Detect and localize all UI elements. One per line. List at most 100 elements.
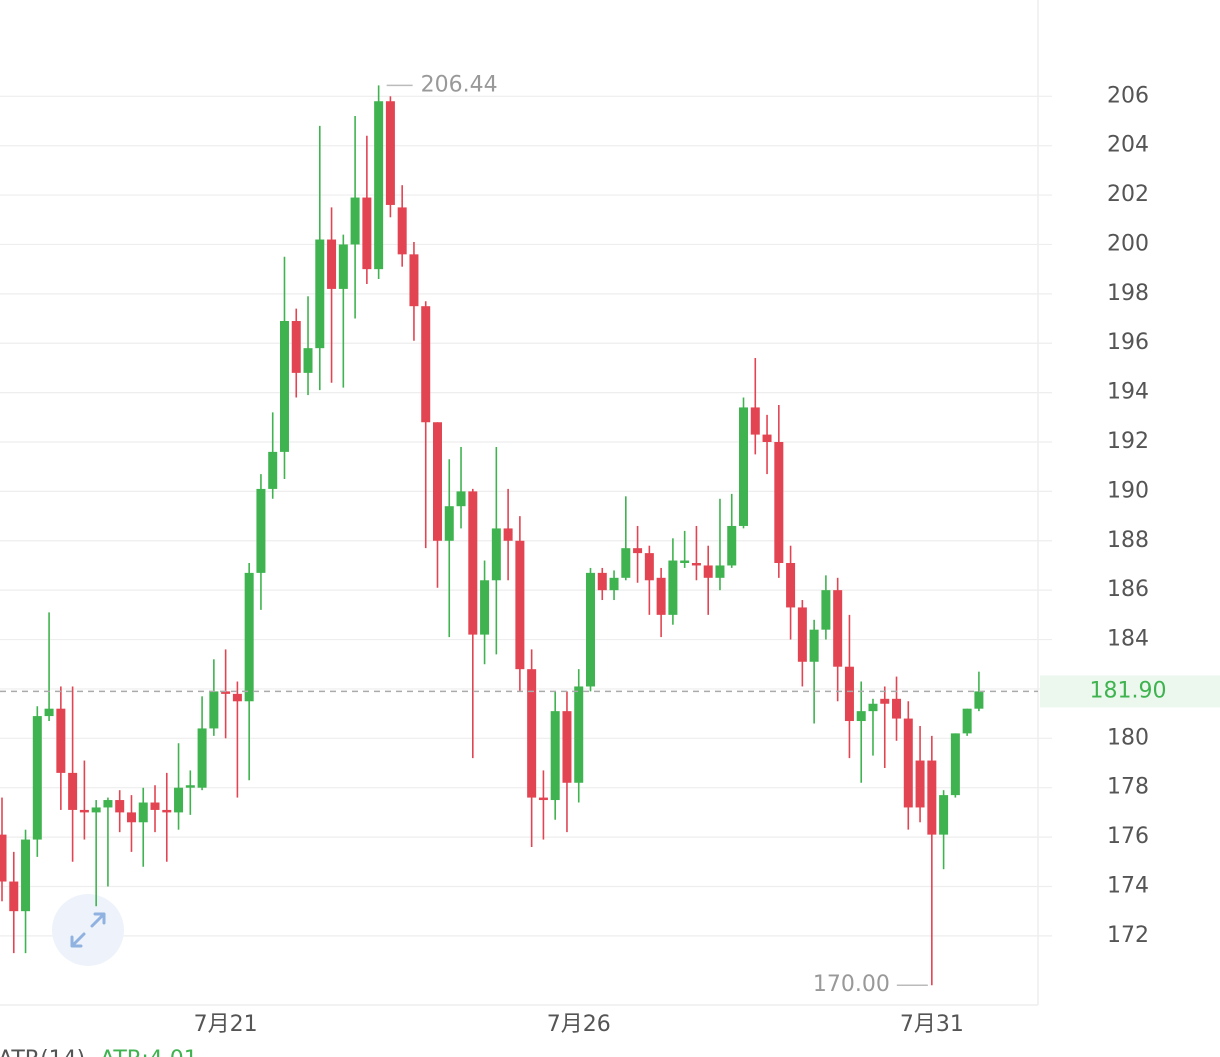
candle-body	[327, 239, 337, 289]
candle-body	[962, 708, 972, 734]
candle-body	[32, 716, 42, 840]
candle-body	[750, 407, 760, 435]
candle-body	[797, 607, 807, 662]
candle-body	[303, 348, 313, 373]
candle-body	[680, 560, 690, 563]
candle-body	[91, 807, 101, 813]
candle-body	[868, 703, 878, 712]
y-tick-label: 192	[1107, 429, 1149, 454]
candle-body	[362, 197, 372, 270]
y-tick-label: 180	[1107, 725, 1149, 750]
candle-body	[950, 733, 960, 796]
candle-body	[468, 491, 478, 635]
candle-body	[268, 451, 278, 489]
candle-body	[162, 809, 172, 813]
indicator-name: ATR(14)	[0, 1047, 85, 1057]
candle-body	[103, 800, 113, 808]
candle-body	[256, 488, 266, 573]
candle-body	[892, 698, 902, 719]
indicator-value: ATR:4.01	[100, 1047, 198, 1057]
candle-body	[727, 525, 737, 566]
candle-body	[633, 548, 643, 554]
candle-body	[668, 560, 678, 615]
candle-body	[903, 718, 913, 808]
low-label: 170.00	[813, 972, 890, 997]
candle-body	[538, 797, 548, 801]
candle-body	[374, 101, 384, 270]
candle-body	[574, 686, 584, 783]
candle-body	[480, 580, 490, 635]
candle-body	[586, 572, 595, 687]
y-tick-label: 206	[1107, 83, 1149, 108]
candle-body	[115, 800, 125, 813]
candle-body	[385, 101, 395, 205]
candle-body	[550, 711, 560, 801]
candle-body	[856, 711, 866, 722]
candle-body	[432, 422, 442, 541]
candle-body	[644, 553, 654, 581]
candle-body	[739, 407, 749, 526]
y-tick-label: 178	[1107, 775, 1149, 800]
high-label: 206.44	[421, 72, 498, 97]
candle-body	[609, 577, 619, 591]
candle-body	[397, 207, 407, 255]
candle-body	[197, 728, 207, 788]
y-tick-label: 172	[1107, 923, 1149, 948]
candle-body	[491, 528, 501, 581]
x-tick-label: 7月21	[194, 1012, 258, 1037]
candle-body	[21, 839, 31, 912]
x-tick-label: 7月26	[547, 1012, 611, 1037]
candle-body	[279, 321, 289, 452]
candle-body	[409, 254, 419, 307]
y-tick-label: 194	[1107, 380, 1149, 405]
candle-body	[209, 691, 219, 729]
expand-button[interactable]	[52, 894, 124, 966]
candle-body	[703, 565, 713, 578]
candle-body	[939, 795, 949, 835]
expand-icon[interactable]	[70, 912, 106, 948]
candle-body	[421, 306, 431, 423]
candle-body	[0, 834, 7, 882]
last-price-tag	[1040, 675, 1220, 708]
candle-body	[821, 590, 831, 630]
candle-body	[456, 491, 466, 507]
candle-body	[244, 572, 254, 702]
x-tick-label: 7月31	[900, 1012, 964, 1037]
candle-body	[185, 785, 195, 788]
candle-body	[974, 691, 984, 709]
candle-body	[774, 442, 784, 563]
candle-body	[444, 506, 454, 541]
y-tick-label: 198	[1107, 281, 1149, 306]
candle-body	[174, 787, 184, 813]
y-tick-label: 184	[1107, 627, 1149, 652]
candle-body	[597, 572, 607, 591]
candle-body	[79, 809, 89, 813]
expand-bg[interactable]	[52, 894, 124, 966]
candle-body	[786, 562, 796, 608]
candle-body	[809, 629, 819, 662]
candle-body	[656, 577, 666, 615]
candle-body	[915, 760, 925, 808]
y-tick-label: 190	[1107, 478, 1149, 503]
candle-body	[350, 197, 360, 245]
candle-body	[927, 760, 937, 835]
y-tick-label: 204	[1107, 133, 1149, 158]
last-price-label: 181.90	[1090, 678, 1167, 703]
y-tick-label: 188	[1107, 528, 1149, 553]
candle-body	[762, 434, 772, 443]
y-tick-label: 202	[1107, 182, 1149, 207]
candle-body	[833, 590, 843, 667]
candle-body	[232, 693, 242, 702]
y-tick-label: 176	[1107, 824, 1149, 849]
candle-body	[844, 666, 854, 722]
candle-body	[621, 548, 631, 578]
candle-body	[138, 802, 148, 823]
candle-body	[562, 711, 572, 783]
candle-body	[880, 698, 890, 704]
candle-body	[150, 802, 160, 810]
candle-body	[9, 881, 19, 912]
candle-body	[44, 708, 54, 717]
candle-body	[221, 691, 231, 694]
